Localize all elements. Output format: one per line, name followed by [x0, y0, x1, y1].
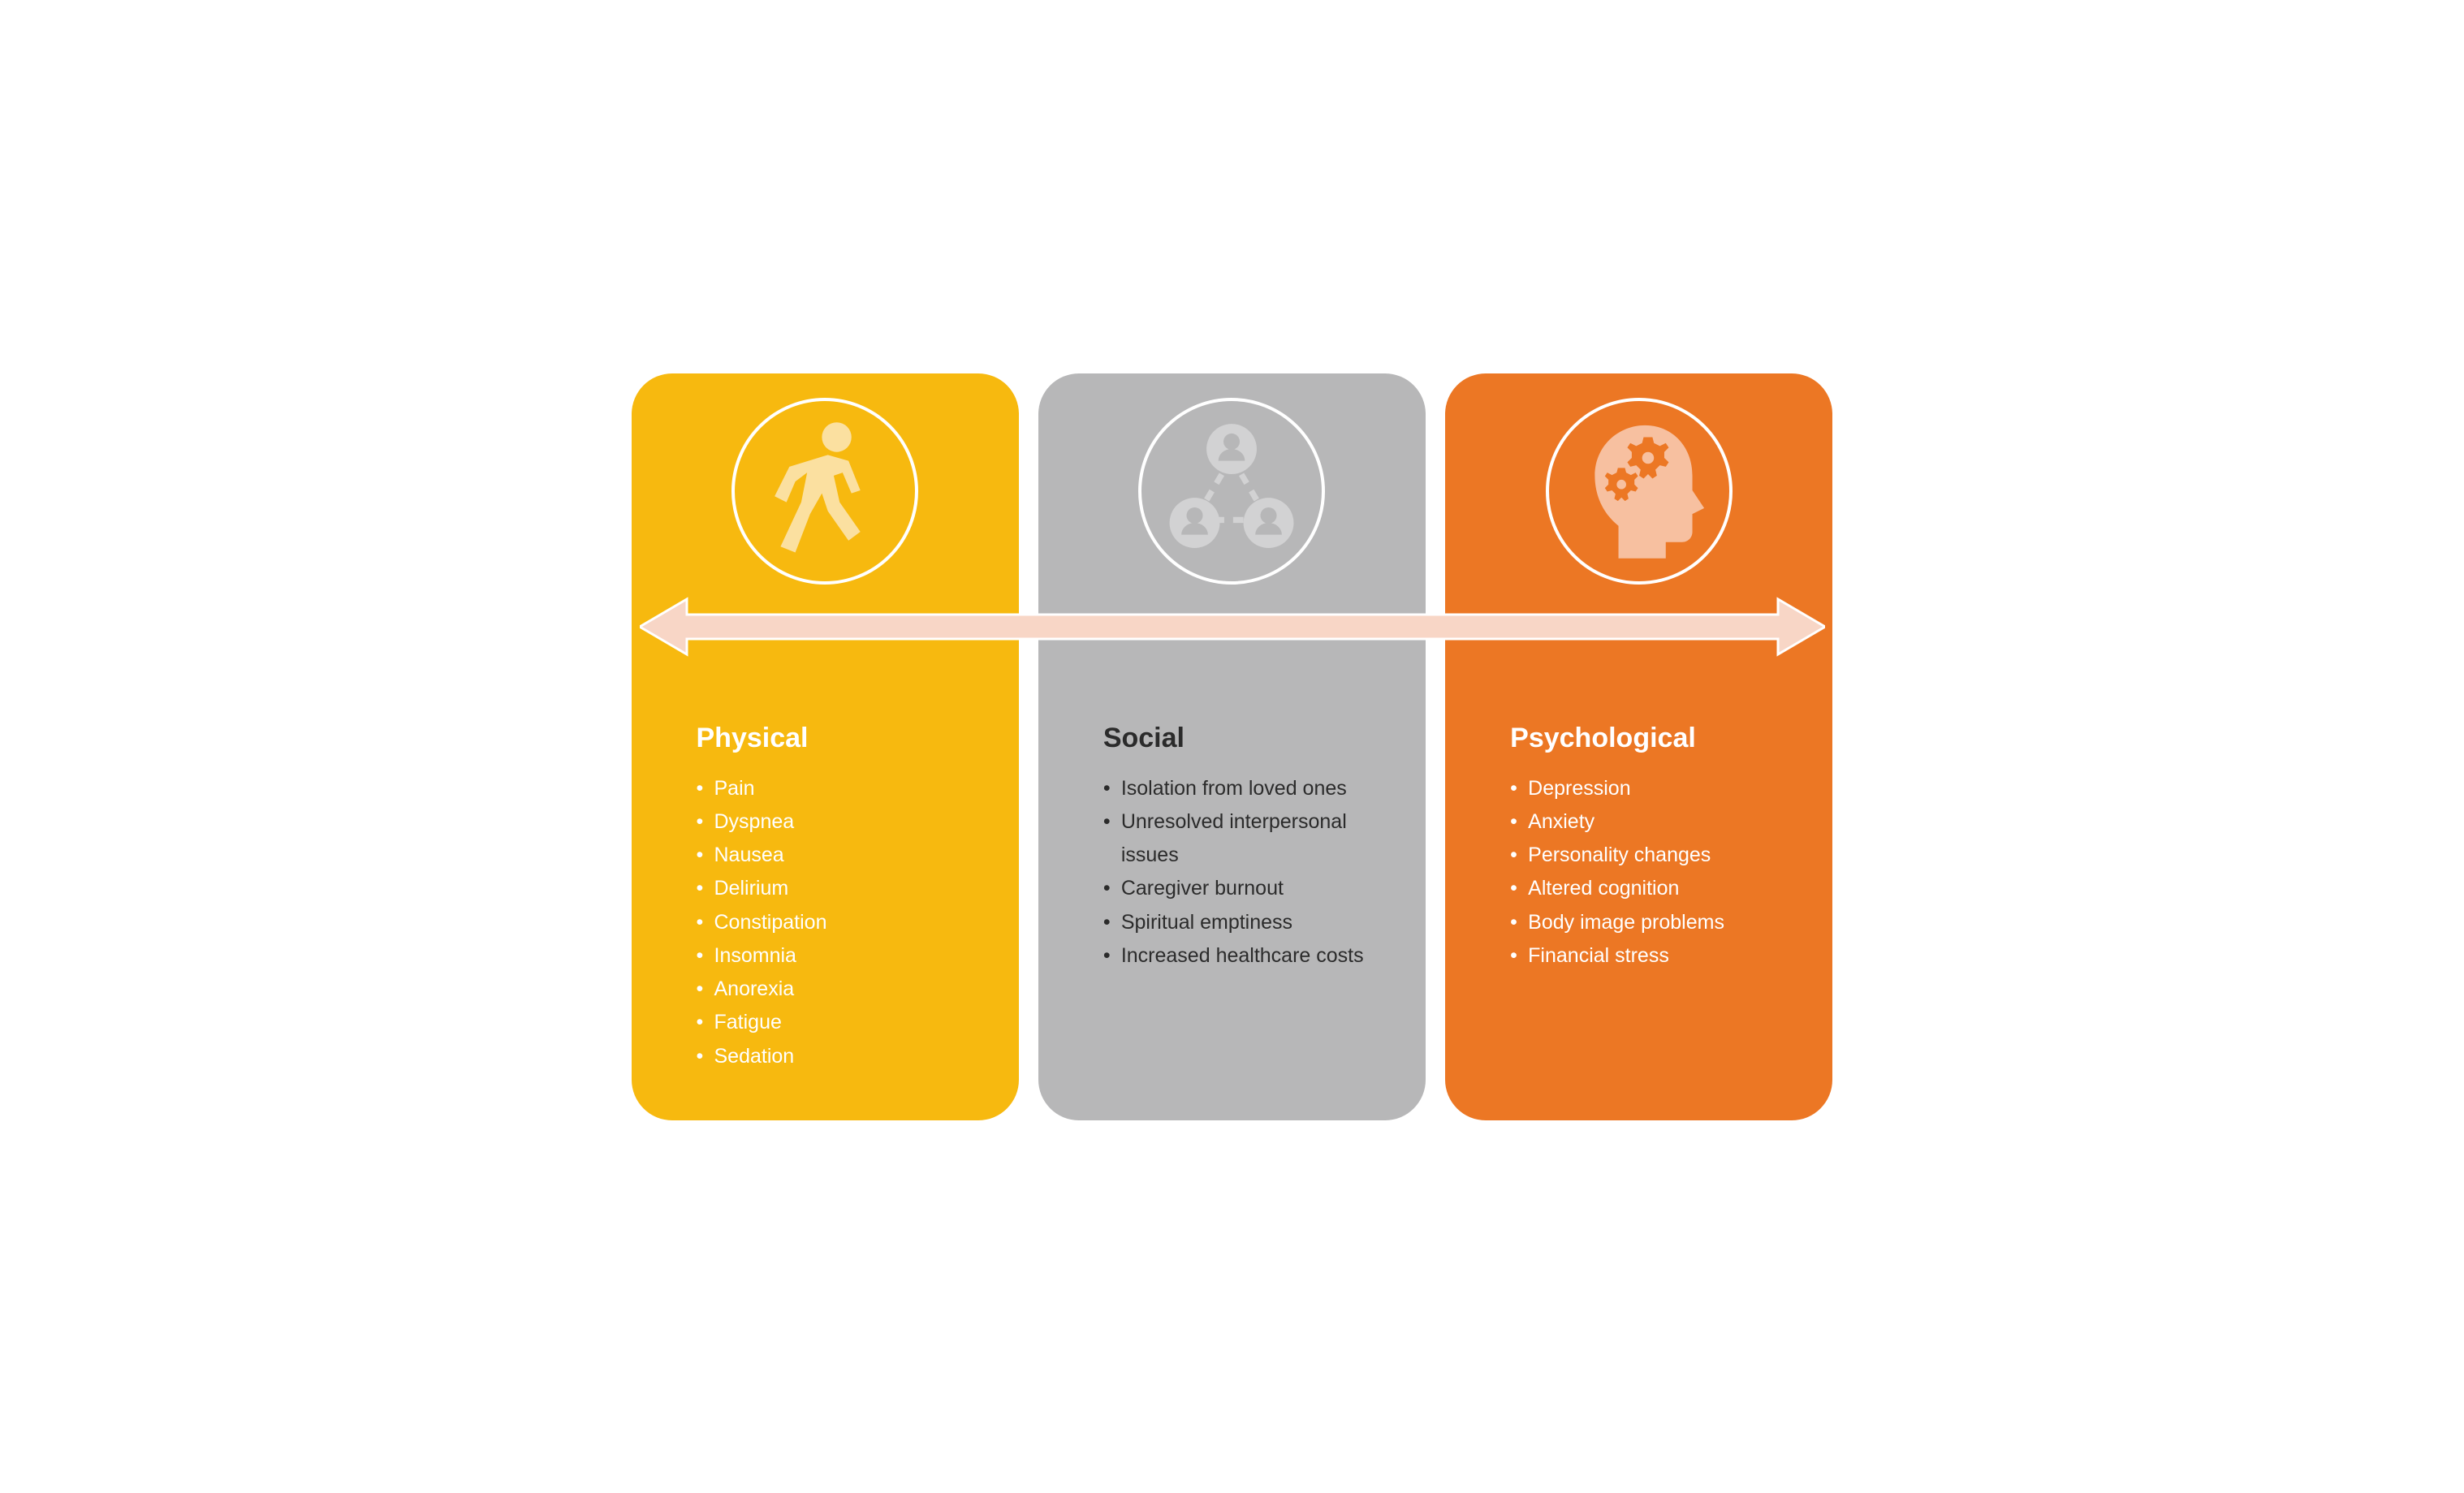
- panel-list-psychological: Depression Anxiety Personality changes A…: [1510, 772, 1792, 973]
- list-item: Constipation: [697, 906, 978, 939]
- list-item: Unresolved interpersonal issues: [1103, 805, 1385, 873]
- list-item: Body image problems: [1510, 906, 1792, 939]
- list-item: Dyspnea: [697, 805, 978, 839]
- list-item: Isolation from loved ones: [1103, 772, 1385, 805]
- list-item: Nausea: [697, 839, 978, 872]
- icon-circle-psychological: [1546, 398, 1733, 585]
- icon-circle-physical: [731, 398, 918, 585]
- list-item: Personality changes: [1510, 839, 1792, 872]
- list-item: Depression: [1510, 772, 1792, 805]
- list-item: Delirium: [697, 872, 978, 905]
- panel-physical: Physical Pain Dyspnea Nausea Delirium Co…: [632, 373, 1019, 1120]
- panel-list-physical: Pain Dyspnea Nausea Delirium Constipatio…: [697, 772, 978, 1073]
- panel-title-social: Social: [1103, 723, 1385, 754]
- panel-psychological: Psychological Depression Anxiety Persona…: [1445, 373, 1832, 1120]
- list-item: Increased healthcare costs: [1103, 939, 1385, 973]
- list-item: Sedation: [697, 1040, 978, 1073]
- list-item: Anorexia: [697, 973, 978, 1006]
- list-item: Insomnia: [697, 939, 978, 973]
- panel-title-psychological: Psychological: [1510, 723, 1792, 754]
- panels-row: Physical Pain Dyspnea Nausea Delirium Co…: [632, 373, 1833, 1120]
- infographic-stage: Physical Pain Dyspnea Nausea Delirium Co…: [632, 373, 1833, 1120]
- list-item: Caregiver burnout: [1103, 872, 1385, 905]
- walking-person-icon: [751, 416, 899, 564]
- panel-list-social: Isolation from loved ones Unresolved int…: [1103, 772, 1385, 973]
- list-item: Financial stress: [1510, 939, 1792, 973]
- icon-circle-social: [1138, 398, 1325, 585]
- list-item: Altered cognition: [1510, 872, 1792, 905]
- panel-social: Social Isolation from loved ones Unresol…: [1038, 373, 1426, 1120]
- social-network-icon: [1158, 416, 1305, 564]
- list-item: Anxiety: [1510, 805, 1792, 839]
- list-item: Spiritual emptiness: [1103, 906, 1385, 939]
- head-gears-icon: [1565, 416, 1713, 564]
- list-item: Pain: [697, 772, 978, 805]
- list-item: Fatigue: [697, 1006, 978, 1039]
- panel-title-physical: Physical: [697, 723, 978, 754]
